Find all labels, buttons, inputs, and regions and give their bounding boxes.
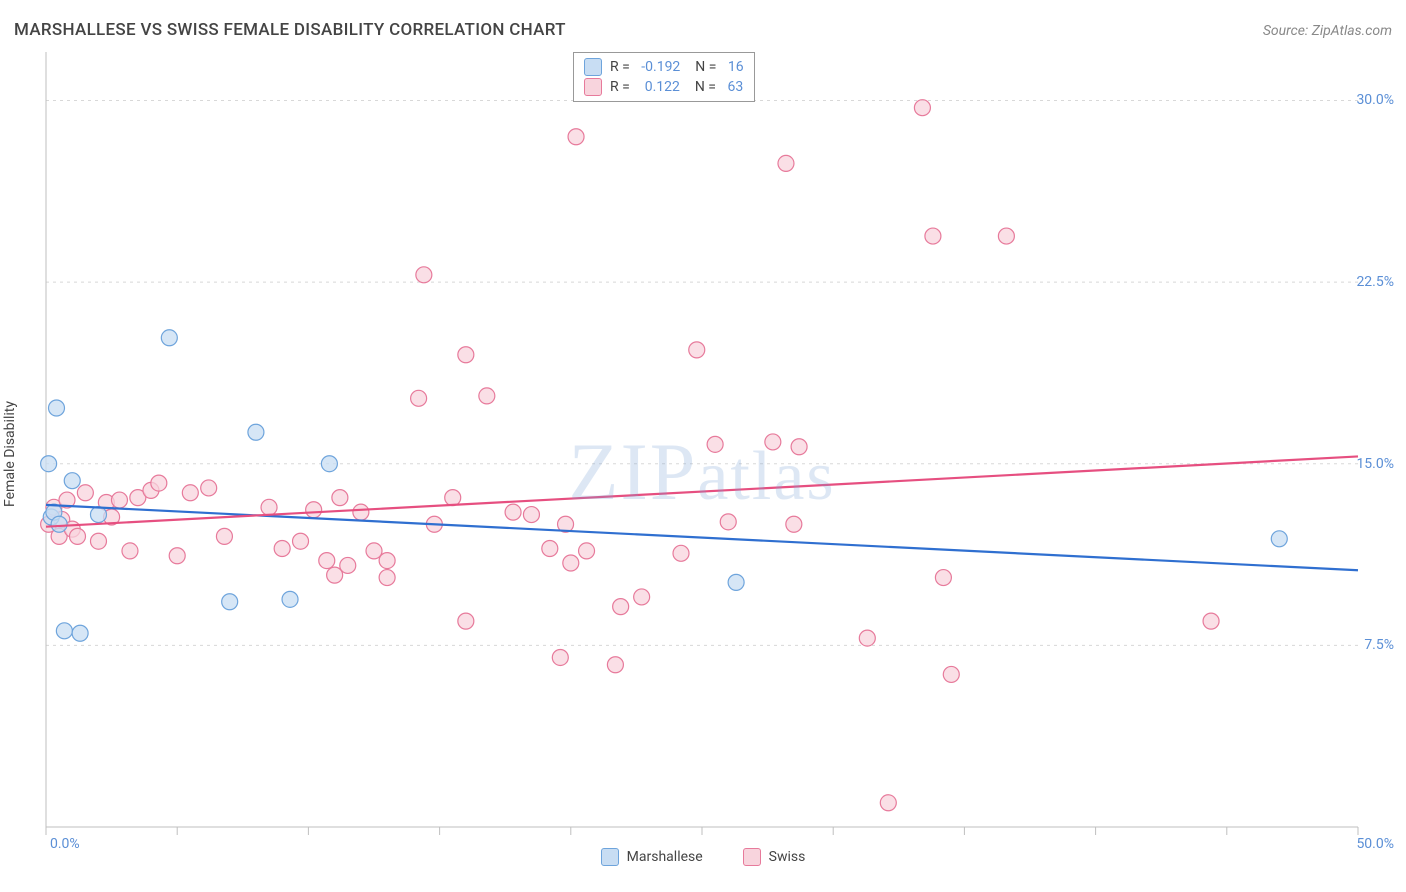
stats-row-marshallese: R = -0.192 N = 16 <box>584 57 744 77</box>
y-tick-label: 7.5% <box>1364 637 1394 653</box>
stats-row-swiss: R = 0.122 N = 63 <box>584 77 744 97</box>
legend: Marshallese Swiss <box>0 848 1406 870</box>
swiss-swatch-icon <box>584 78 602 96</box>
legend-label: Swiss <box>769 849 806 865</box>
chart-title: MARSHALLESE VS SWISS FEMALE DISABILITY C… <box>14 20 566 40</box>
legend-item-swiss: Swiss <box>743 848 806 866</box>
chart-source: Source: ZipAtlas.com <box>1263 23 1392 39</box>
plot-area: ZIPatlas <box>46 52 1358 827</box>
y-tick-label: 15.0% <box>1356 456 1394 472</box>
y-axis-label: Female Disability <box>2 401 18 507</box>
legend-item-marshallese: Marshallese <box>601 848 703 866</box>
marshallese-swatch-icon <box>584 58 602 76</box>
scatter-chart <box>46 52 1358 827</box>
swiss-swatch-icon <box>743 848 761 866</box>
correlation-stats-box: R = -0.192 N = 16 R = 0.122 N = 63 <box>573 52 755 102</box>
legend-label: Marshallese <box>627 849 703 865</box>
y-tick-label: 22.5% <box>1356 274 1394 290</box>
y-tick-label: 30.0% <box>1356 92 1394 108</box>
marshallese-swatch-icon <box>601 848 619 866</box>
